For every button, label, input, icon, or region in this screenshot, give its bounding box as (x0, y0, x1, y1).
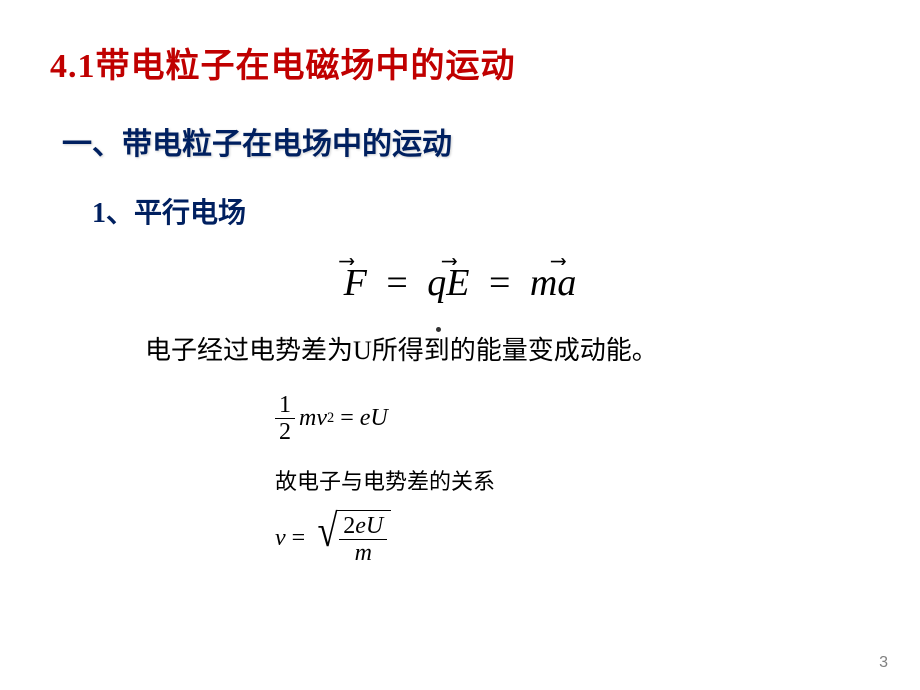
equals-3: = (340, 405, 354, 432)
description-2: 故电子与电势差的关系 (275, 464, 870, 496)
var-v: v (316, 405, 327, 432)
heading-level-1: 一、带电粒子在电场中的运动 (62, 119, 870, 163)
equation-velocity: v = √ 2eU m (275, 510, 870, 567)
var-e2: e (355, 513, 366, 539)
decorative-dot (436, 327, 441, 332)
var-m: m (530, 262, 557, 304)
frac-top: 1 (275, 392, 295, 419)
radicand: 2eU m (337, 510, 391, 567)
title-number: 4.1 (50, 48, 96, 85)
var-m2: m (299, 405, 316, 432)
coef-2: 2 (343, 513, 355, 539)
var-U2: U (366, 513, 383, 539)
equals-4: = (292, 525, 306, 552)
slide-title: 4.1带电粒子在电磁场中的运动 (50, 38, 870, 87)
equation-force: F = qE = ma (50, 261, 870, 305)
radicand-top: 2eU (339, 513, 387, 540)
title-text: 带电粒子在电磁场中的运动 (96, 48, 516, 85)
heading-level-2: 1、平行电场 (92, 191, 870, 231)
vector-F: F (344, 261, 367, 305)
slide-container: 4.1带电粒子在电磁场中的运动 一、带电粒子在电场中的运动 1、平行电场 F =… (0, 0, 920, 605)
vector-a: a (557, 261, 576, 305)
equals-1: = (386, 262, 407, 304)
var-e: e (360, 405, 371, 432)
var-q: q (427, 262, 446, 304)
frac-bot: 2 (275, 419, 295, 445)
var-U: U (370, 405, 387, 432)
radicand-bot: m (351, 540, 376, 566)
equals-2: = (489, 262, 510, 304)
var-v2: v (275, 525, 286, 552)
vector-E: E (446, 261, 469, 305)
square-root: √ 2eU m (315, 510, 391, 567)
equation-kinetic: 1 2 mv2 = eU (275, 392, 870, 446)
fraction-half: 1 2 (275, 392, 295, 446)
description-1: 电子经过电势差为U所得到的能量变成动能。 (145, 330, 870, 367)
radical-symbol: √ (318, 510, 338, 567)
page-number: 3 (879, 654, 888, 672)
superscript-2: 2 (327, 410, 334, 427)
